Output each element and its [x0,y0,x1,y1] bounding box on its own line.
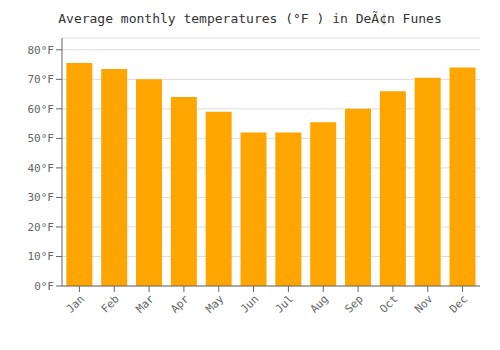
svg-text:70°F: 70°F [28,73,55,86]
svg-text:Nov: Nov [412,292,436,316]
svg-text:Jan: Jan [64,292,87,315]
svg-text:80°F: 80°F [28,44,55,57]
svg-text:Feb: Feb [99,292,122,315]
svg-text:Jun: Jun [238,292,261,315]
svg-text:10°F: 10°F [28,250,55,263]
svg-text:Dec: Dec [447,292,470,315]
svg-text:Apr: Apr [168,292,192,316]
svg-text:40°F: 40°F [28,162,55,175]
svg-text:Aug: Aug [308,292,331,315]
html-text:Average monthly temperatures (: Average monthly temperatures (°F ) in De… [58,11,442,26]
svg-text:Mar: Mar [133,292,157,316]
svg-text:50°F: 50°F [28,132,55,145]
svg-text:30°F: 30°F [28,191,55,204]
svg-text:20°F: 20°F [28,221,55,234]
svg-text:60°F: 60°F [28,103,55,116]
svg-text:Oct: Oct [377,292,400,315]
svg-text:Jul: Jul [273,292,296,315]
svg-text:0°F: 0°F [34,280,54,293]
svg-text:Sep: Sep [342,292,365,315]
svg-text:May: May [203,292,227,316]
